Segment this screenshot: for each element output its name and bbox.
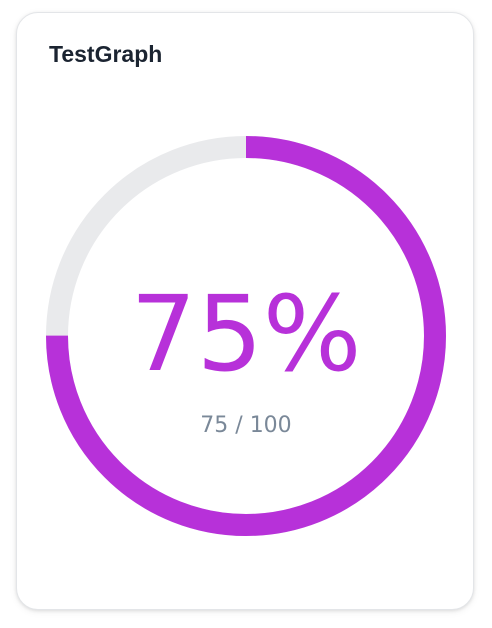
gauge-percent-label: 75% <box>130 273 361 395</box>
gauge-progress-arc <box>46 136 446 536</box>
card-title: TestGraph <box>49 41 163 67</box>
gauge-card: TestGraph 75% 75 / 100 <box>16 12 474 610</box>
gauge-ratio-label: 75 / 100 <box>200 413 291 438</box>
progress-gauge: 75% 75 / 100 <box>46 136 446 536</box>
